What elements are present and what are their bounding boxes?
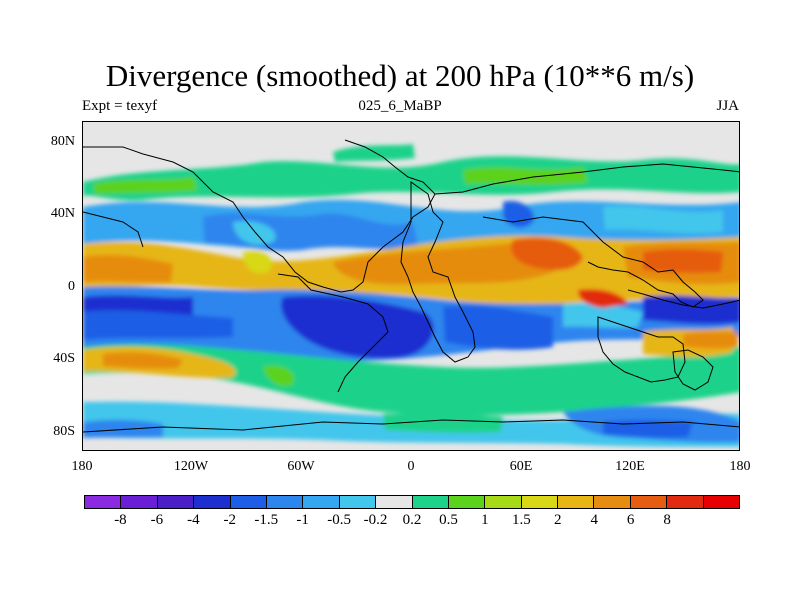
y-tick-label: 40S	[53, 351, 75, 366]
y-tick-label: 80S	[53, 424, 75, 439]
colorbar-swatch	[303, 496, 340, 508]
colorbar-label: 1	[481, 512, 489, 528]
colorbar-swatch	[194, 496, 231, 508]
colorbar-swatch	[630, 496, 668, 508]
colorbar-label: -0.5	[327, 512, 351, 528]
colorbar-swatch	[667, 496, 704, 508]
x-tick-label: 120W	[173, 459, 209, 474]
colorbar-swatch	[448, 496, 486, 508]
y-tick-label: 40N	[50, 206, 75, 221]
colorbar-label: -4	[187, 512, 200, 528]
coastlines	[83, 139, 739, 433]
colorbar-label: 8	[663, 512, 671, 528]
colorbar-swatch	[521, 496, 559, 508]
divergence-map	[82, 121, 740, 451]
x-tick-label: 0	[407, 459, 415, 474]
colorbar-swatch	[376, 496, 413, 508]
colorbar-swatch	[412, 496, 449, 508]
contour-fill	[83, 144, 739, 447]
colorbar	[84, 495, 740, 509]
colorbar-swatch	[485, 496, 522, 508]
colorbar-label: -0.2	[363, 512, 388, 528]
chart-title: Divergence (smoothed) at 200 hPa (10**6 …	[105, 58, 695, 93]
colorbar-label: -1.5	[254, 512, 279, 528]
x-tick-label: 120E	[615, 459, 645, 474]
experiment-id-label: 025_6_MaBP	[358, 98, 442, 114]
colorbar-swatch	[85, 496, 122, 508]
x-tick-label: 60E	[509, 459, 533, 474]
y-tick-label: 0	[68, 279, 75, 294]
colorbar-swatch	[230, 496, 267, 508]
colorbar-swatch	[594, 496, 631, 508]
colorbar-swatch	[157, 496, 195, 508]
x-tick-label: 180	[729, 459, 751, 474]
season-label: JJA	[716, 98, 739, 114]
colorbar-label: 1.5	[511, 512, 531, 528]
colorbar-swatch	[266, 496, 304, 508]
colorbar-label: -2	[223, 512, 237, 528]
colorbar-label: 6	[626, 512, 635, 528]
colorbar-swatch	[558, 496, 595, 508]
x-tick-label: 60W	[287, 459, 315, 474]
colorbar-label: 0.5	[439, 512, 458, 528]
y-tick-label: 80N	[50, 134, 75, 149]
colorbar-label: -1	[296, 512, 309, 528]
experiment-label: Expt = texyf	[82, 98, 158, 114]
x-tick-label: 180	[71, 459, 93, 474]
colorbar-swatch	[121, 496, 158, 508]
colorbar-label: -8	[114, 512, 127, 528]
colorbar-label: 2	[554, 512, 562, 528]
colorbar-label: 0.2	[402, 512, 422, 528]
map-plot	[83, 122, 739, 450]
colorbar-swatch	[703, 496, 740, 508]
colorbar-label: -6	[150, 512, 164, 528]
colorbar-label: 4	[590, 512, 598, 528]
colorbar-swatch	[339, 496, 377, 508]
